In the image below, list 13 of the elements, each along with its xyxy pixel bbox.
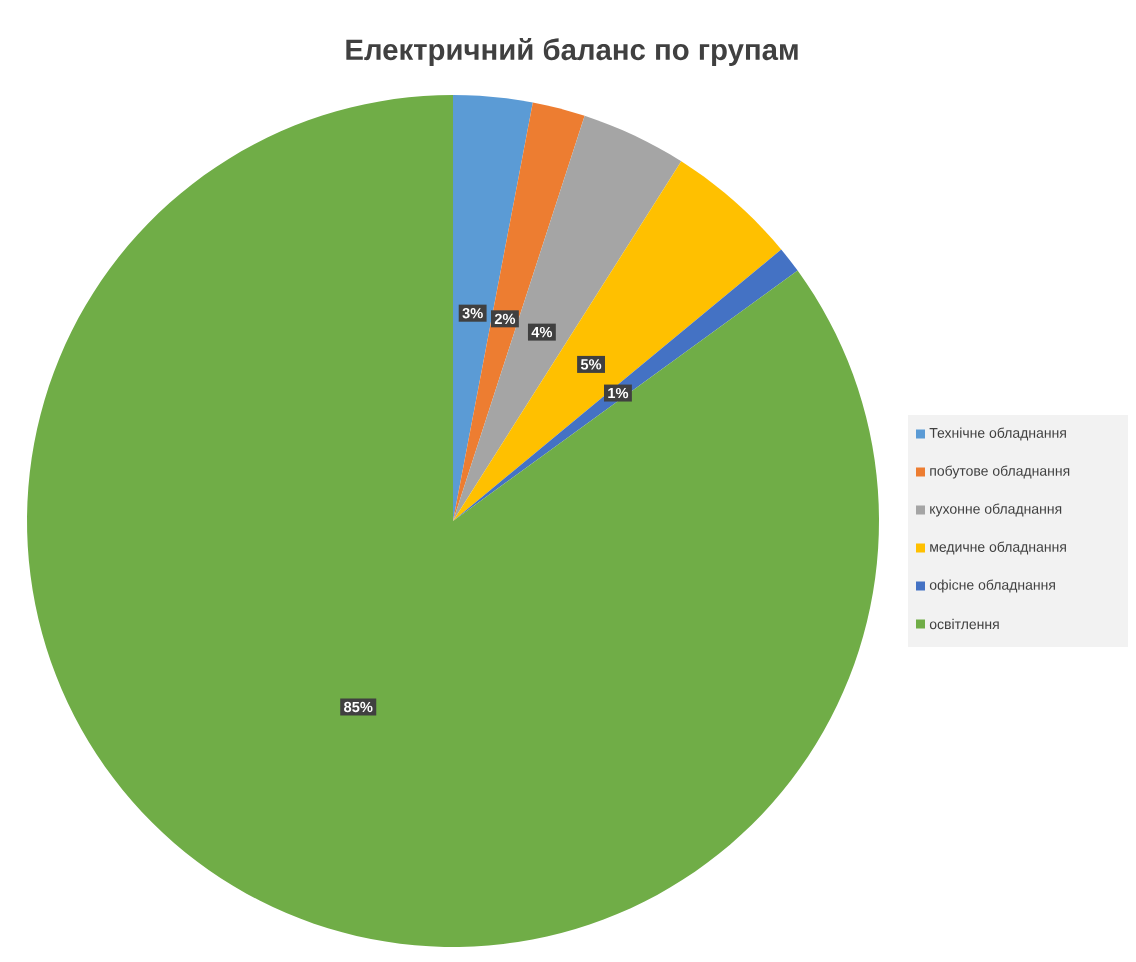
legend-label: кухонне обладнання (930, 503, 1062, 517)
data-label: 4% (531, 326, 553, 338)
legend-label: освітлення (929, 618, 999, 630)
legend-label: офісне обладнання (929, 579, 1055, 593)
chart-title: Електричний баланс по групам (346, 38, 798, 66)
legend-label: Технічне обладнання (929, 427, 1066, 441)
data-label: 2% (494, 313, 516, 324)
data-label: 5% (580, 359, 602, 370)
legend-label: медичне обладнання (930, 541, 1066, 555)
data-label: 3% (462, 308, 483, 319)
data-label: 85% (344, 701, 373, 713)
data-label: 1% (608, 387, 629, 399)
legend-label: побутове обладнання (930, 465, 1070, 479)
